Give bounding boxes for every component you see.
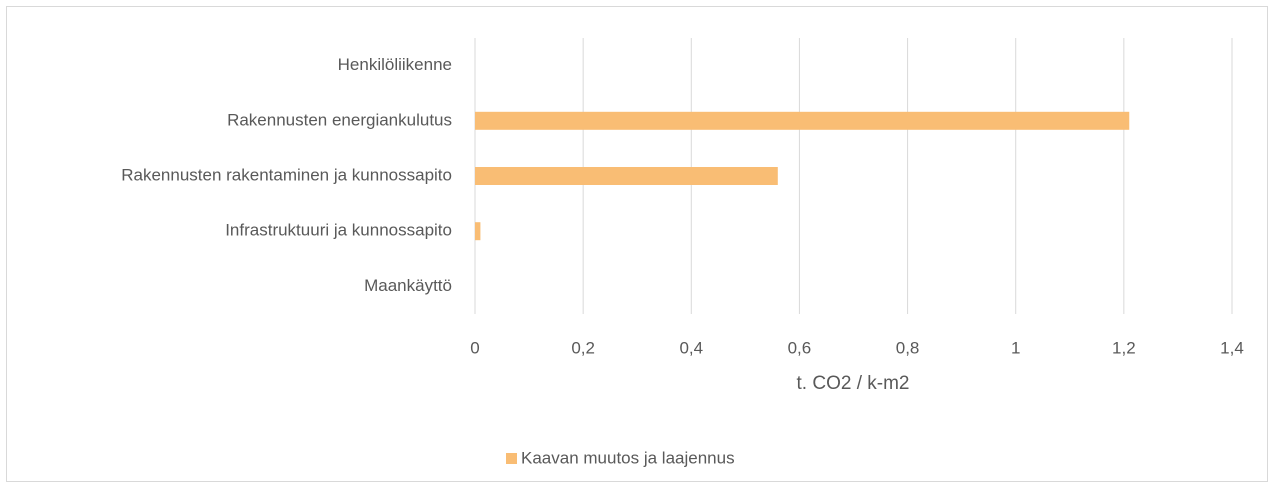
bar	[475, 167, 778, 185]
chart-frame	[6, 6, 1268, 482]
y-tick-label: Rakennusten energiankulutus	[227, 110, 452, 129]
x-tick-label: 1,2	[1112, 338, 1136, 357]
y-tick-label: Henkilöliikenne	[338, 55, 452, 74]
bar	[475, 111, 1130, 130]
x-tick-label: 0,4	[679, 338, 703, 357]
x-tick-label: 0,8	[896, 338, 920, 357]
x-tick-label: 0,6	[788, 338, 812, 357]
x-tick-label: 1,4	[1220, 338, 1244, 357]
x-tick-label: 0,2	[571, 338, 595, 357]
bar	[475, 222, 481, 241]
legend-swatch	[506, 453, 517, 464]
legend-label: Kaavan muutos ja laajennus	[521, 448, 735, 467]
y-tick-label: Rakennusten rakentaminen ja kunnossapito	[121, 165, 452, 184]
x-tick-label: 1	[1011, 338, 1020, 357]
y-tick-label: Maankäyttö	[364, 276, 452, 295]
x-tick-label: 0	[470, 338, 479, 357]
x-axis-title: t. CO2 / k-m2	[797, 373, 910, 394]
y-tick-label: Infrastruktuuri ja kunnossapito	[225, 221, 452, 240]
